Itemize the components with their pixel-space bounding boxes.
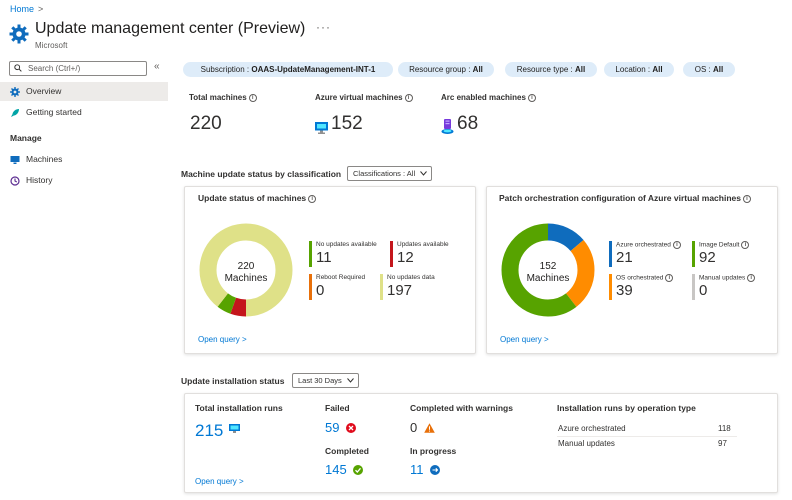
page-subtitle: Microsoft [35, 41, 68, 50]
update-status-card: Update status of machines i 220 Machines … [184, 186, 476, 354]
sidebar-item-label: Machines [26, 154, 63, 164]
installation-status-card: Total installation runs 215 Failed 59 Co… [184, 393, 778, 493]
ops-row-label: Azure orchestrated [558, 424, 626, 433]
classification-heading: Machine update status by classification [181, 169, 342, 179]
info-icon[interactable]: i [308, 194, 317, 203]
arc-server-icon [441, 119, 454, 134]
sidebar-item-history[interactable]: History [0, 171, 168, 190]
donut-slice-image-default[interactable] [501, 223, 595, 317]
chevron-right-icon: > [38, 4, 44, 14]
collapse-sidebar-button[interactable]: « [154, 61, 160, 72]
sidebar-item-machines[interactable]: Machines [0, 150, 168, 169]
search-icon [14, 64, 22, 72]
failed-label: Failed [325, 403, 350, 413]
filter-os[interactable]: OS : All [683, 62, 735, 77]
arc-machines-value: 68 [457, 113, 479, 134]
in-progress-value[interactable]: 11 [410, 461, 440, 479]
info-icon[interactable]: i [742, 194, 751, 203]
ops-row-value: 97 [718, 439, 727, 448]
info-icon[interactable]: i [672, 241, 681, 249]
patch-orchestration-donut [501, 223, 595, 317]
search-input[interactable]: Search (Ctrl+/) [9, 61, 147, 76]
filter-subscription[interactable]: Subscription : OAAS-UpdateManagement-INT… [183, 62, 393, 77]
time-range-dropdown[interactable]: Last 30 Days [292, 373, 359, 388]
search-placeholder: Search (Ctrl+/) [28, 64, 81, 73]
filter-location[interactable]: Location : All [604, 62, 674, 77]
info-icon[interactable]: i [527, 93, 536, 102]
sidebar-section-manage: Manage [10, 133, 42, 143]
sidebar-item-label: History [26, 175, 53, 185]
sidebar-item-overview[interactable]: Overview [0, 82, 168, 101]
ops-title: Installation runs by operation type [557, 403, 696, 413]
success-icon [353, 464, 364, 475]
info-icon[interactable]: i [404, 93, 413, 102]
error-icon [345, 422, 356, 433]
virtual-machine-icon [315, 122, 328, 134]
chevron-down-icon [346, 378, 354, 383]
more-options-button[interactable]: ··· [316, 20, 331, 34]
warnings-label: Completed with warnings [410, 403, 513, 413]
warning-icon [423, 423, 435, 433]
sidebar-item-label: Getting started [26, 107, 82, 117]
ops-row-value: 118 [718, 424, 731, 433]
failed-value[interactable]: 59 [325, 419, 356, 437]
rocket-icon [11, 109, 19, 117]
info-icon[interactable]: i [665, 274, 674, 282]
open-query-link[interactable]: Open query > [195, 477, 244, 486]
card-title: Update status of machines i [198, 193, 317, 203]
patch-orchestration-card: Patch orchestration configuration of Azu… [486, 186, 778, 354]
divider [557, 436, 737, 437]
info-icon[interactable]: i [741, 241, 750, 249]
filter-resource-type[interactable]: Resource type : All [505, 62, 597, 77]
filter-resource-group[interactable]: Resource group : All [398, 62, 494, 77]
chevron-down-icon [420, 171, 427, 176]
donut-slice-no-updates-data[interactable] [199, 223, 293, 317]
completed-value[interactable]: 145 [325, 461, 364, 479]
sidebar-item-getting-started[interactable]: Getting started [0, 103, 168, 122]
arc-machines-label: Arc enabled machines i [441, 93, 536, 102]
breadcrumb-home-link[interactable]: Home [10, 4, 35, 14]
in-progress-icon [429, 464, 440, 475]
warnings-value[interactable]: 0 [410, 419, 435, 437]
info-icon[interactable]: i [248, 93, 257, 102]
gear-icon [10, 87, 20, 97]
page-title: Update management center (Preview) [35, 20, 306, 37]
total-machines-label: Total machines i [189, 93, 257, 102]
ops-row-label: Manual updates [558, 439, 615, 448]
in-progress-label: In progress [410, 446, 457, 456]
gear-icon [9, 24, 29, 44]
total-machines-value: 220 [190, 113, 222, 134]
azure-vms-value: 152 [331, 113, 363, 134]
info-icon[interactable]: i [747, 274, 756, 282]
completed-label: Completed [325, 446, 369, 456]
breadcrumb: Home > [10, 4, 43, 14]
sidebar-item-label: Overview [26, 86, 62, 96]
clock-icon [10, 176, 20, 186]
classifications-dropdown[interactable]: Classifications : All [347, 166, 433, 181]
monitor-icon [228, 424, 240, 433]
total-runs-label: Total installation runs [195, 403, 283, 413]
open-query-link[interactable]: Open query > [500, 335, 549, 344]
open-query-link[interactable]: Open query > [198, 335, 247, 344]
update-status-donut [199, 223, 293, 317]
monitor-icon [10, 156, 20, 164]
azure-vms-label: Azure virtual machines i [315, 93, 413, 102]
installation-status-heading: Update installation status [181, 376, 285, 386]
donut-center-label: 220 Machines [224, 261, 268, 284]
total-runs-value[interactable]: 215 [195, 421, 240, 441]
card-title: Patch orchestration configuration of Azu… [499, 193, 751, 203]
donut-slice-os-orchestrated[interactable] [501, 223, 595, 317]
donut-center-label: 152 Machines [526, 261, 570, 284]
